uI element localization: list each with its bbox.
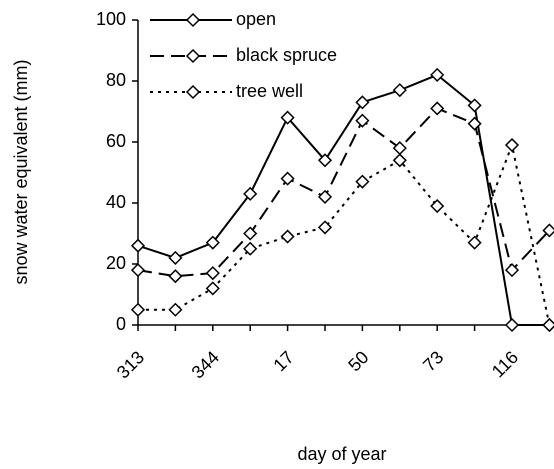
data-point bbox=[467, 235, 482, 250]
series-line bbox=[138, 141, 551, 326]
data-point bbox=[504, 263, 520, 278]
data-point bbox=[317, 220, 333, 235]
legend-marker bbox=[185, 48, 201, 64]
data-point bbox=[280, 171, 295, 186]
y-tick-label: 40 bbox=[106, 192, 126, 212]
y-tick-label: 0 bbox=[116, 314, 126, 334]
x-tick-label: 313 bbox=[113, 347, 148, 382]
data-point bbox=[504, 137, 520, 153]
data-point bbox=[243, 226, 258, 241]
data-point bbox=[392, 83, 407, 98]
data-point bbox=[280, 110, 295, 125]
y-tick-label: 100 bbox=[96, 9, 126, 29]
data-point bbox=[355, 95, 370, 110]
data-point bbox=[467, 116, 482, 131]
data-point bbox=[317, 153, 333, 168]
data-point bbox=[504, 317, 520, 333]
x-tick-label: 73 bbox=[419, 347, 447, 375]
legend-label: black spruce bbox=[236, 45, 337, 65]
data-point bbox=[430, 198, 445, 214]
data-point bbox=[168, 250, 183, 265]
legend-marker bbox=[185, 12, 201, 28]
data-point bbox=[168, 269, 183, 284]
data-point bbox=[280, 229, 295, 244]
data-point bbox=[205, 266, 220, 281]
data-point bbox=[317, 189, 333, 204]
data-point bbox=[168, 302, 183, 317]
series-line bbox=[137, 73, 550, 326]
y-tick-label: 20 bbox=[106, 253, 126, 273]
data-point bbox=[130, 302, 146, 317]
y-tick-label: 60 bbox=[106, 131, 126, 151]
legend-label: tree well bbox=[236, 81, 303, 101]
data-point bbox=[130, 238, 146, 253]
y-axis-label: snow water equivalent (mm) bbox=[11, 59, 31, 284]
legend-marker bbox=[185, 84, 201, 100]
data-point bbox=[355, 113, 370, 128]
data-point bbox=[430, 101, 445, 116]
y-tick-label: 80 bbox=[106, 70, 126, 90]
data-point bbox=[130, 263, 146, 278]
series-line bbox=[137, 107, 551, 278]
data-point bbox=[542, 317, 554, 333]
data-point bbox=[355, 174, 370, 189]
data-point bbox=[243, 186, 258, 201]
data-point bbox=[392, 153, 407, 168]
x-tick-label: 50 bbox=[344, 347, 372, 375]
data-point bbox=[467, 98, 482, 113]
x-tick-label: 116 bbox=[488, 347, 522, 381]
data-point bbox=[243, 241, 258, 256]
x-axis-label: day of year bbox=[297, 444, 386, 464]
x-tick-label: 344 bbox=[188, 347, 223, 382]
legend-label: open bbox=[236, 9, 276, 29]
data-point bbox=[430, 67, 445, 82]
data-point bbox=[542, 223, 554, 238]
data-point bbox=[205, 235, 220, 250]
x-tick-label: 17 bbox=[269, 347, 297, 375]
data-point bbox=[205, 281, 220, 296]
